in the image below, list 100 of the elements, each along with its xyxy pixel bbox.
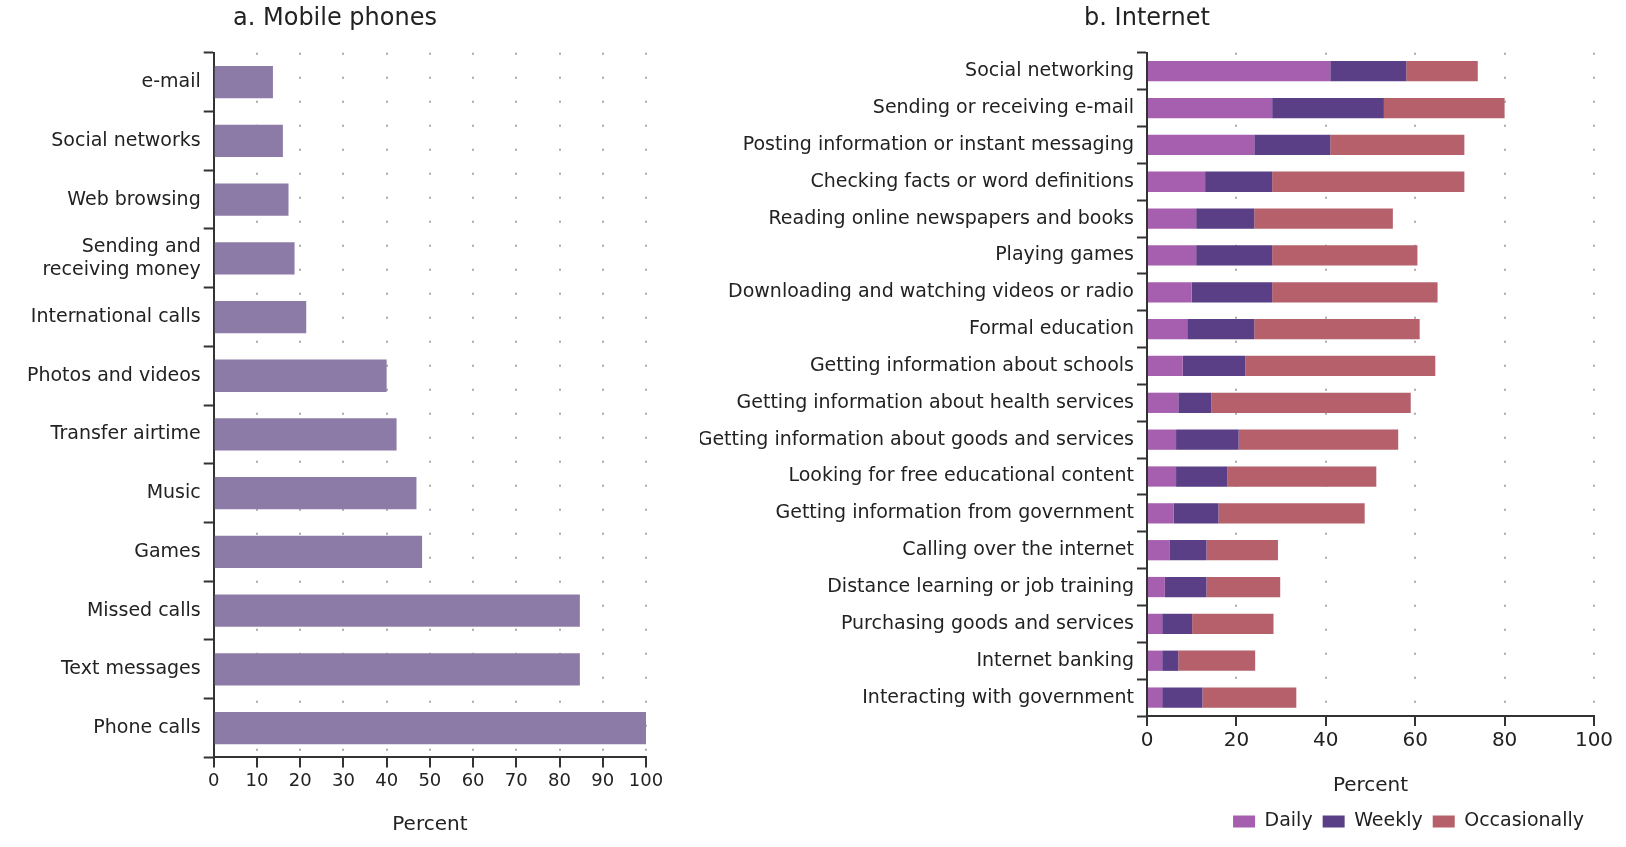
y-tick-label: Transfer airtime [49, 421, 201, 444]
bar [1245, 355, 1436, 377]
bar [1148, 134, 1255, 156]
x-tick-label: 30 [331, 768, 355, 790]
bar [1162, 687, 1203, 708]
bar [1148, 613, 1163, 635]
y-tick-label: Photos and videos [27, 362, 201, 385]
x-tick-label: 80 [1491, 727, 1518, 752]
y-tick-label: Music [146, 480, 201, 503]
bar [1192, 613, 1274, 635]
bar [1169, 540, 1207, 561]
bar [1206, 576, 1281, 598]
bar [1148, 61, 1331, 82]
y-tick-label: e-mail [141, 69, 201, 92]
bar [1330, 134, 1465, 156]
y-tick-label: Posting information or instant messaging [742, 131, 1134, 154]
bar [1173, 503, 1219, 524]
bar [1330, 61, 1407, 82]
bar [1148, 650, 1163, 671]
bar [1176, 466, 1228, 487]
bar [1383, 97, 1505, 119]
bar [1187, 319, 1255, 340]
bar [1196, 208, 1255, 229]
bar [1162, 613, 1193, 635]
y-tick-label: Phone calls [93, 714, 201, 737]
legend-label: Daily [1264, 808, 1313, 831]
legend-label: Occasionally [1464, 808, 1584, 831]
bar [1182, 355, 1246, 377]
bar [1211, 392, 1411, 413]
bar [214, 66, 273, 99]
bar [214, 300, 307, 334]
x-tick-label: 20 [288, 768, 312, 790]
bar [214, 124, 283, 158]
x-tick-label: 0 [1140, 727, 1154, 752]
x-tick-label: 70 [504, 768, 528, 790]
y-tick-label: Playing games [995, 242, 1134, 265]
bar [1148, 171, 1206, 192]
x-tick-label: 60 [461, 768, 485, 790]
y-tick-label: Interacting with government [862, 684, 1134, 707]
bar [1218, 503, 1365, 524]
bar [214, 183, 289, 216]
bar [1254, 208, 1393, 229]
bar [1148, 503, 1174, 524]
bar [1148, 319, 1188, 340]
x-tick-label: 40 [1313, 727, 1339, 752]
y-tick-label: Internet banking [976, 647, 1134, 670]
bar [1176, 429, 1239, 450]
chart-title: b. Internet [1084, 2, 1210, 31]
y-tick-label: Social networking [965, 58, 1134, 81]
y-tick-label: Web browsing [67, 186, 201, 209]
x-tick-label: 40 [375, 768, 399, 790]
bar [1148, 466, 1177, 487]
x-tick-label: 100 [628, 768, 664, 790]
bar [1148, 392, 1179, 413]
bar [214, 477, 417, 510]
x-axis-title: Percent [1332, 772, 1409, 797]
chart-title: a. Mobile phones [233, 2, 437, 31]
y-tick-label: Reading online newspapers and books [768, 205, 1134, 228]
bar [1148, 687, 1163, 708]
bar [1272, 245, 1418, 266]
bar [1272, 171, 1465, 192]
bar [1162, 650, 1179, 671]
y-tick-label: Sending and receiving money [42, 233, 201, 279]
bar [1148, 429, 1177, 450]
y-tick-label: International calls [30, 303, 201, 326]
bar [1254, 319, 1420, 340]
y-tick-label: Getting information about health services [736, 389, 1134, 412]
bar [214, 418, 397, 451]
y-tick-label: Games [134, 538, 201, 561]
legend-label: Weekly [1354, 808, 1423, 831]
y-tick-label: Sending or receiving e-mail [872, 95, 1134, 117]
y-tick-label: Getting information from government [775, 500, 1134, 523]
x-tick-label: 0 [207, 768, 220, 790]
bar [1148, 282, 1192, 303]
bar [1148, 208, 1197, 229]
y-tick-label: Purchasing goods and services [840, 610, 1134, 633]
x-tick-label: 90 [591, 768, 615, 790]
x-tick-label: 60 [1402, 727, 1428, 752]
x-tick-label: 100 [1574, 727, 1614, 752]
bar [1202, 687, 1297, 708]
bar [1148, 245, 1197, 266]
bar [214, 535, 423, 569]
bar [1178, 392, 1212, 413]
bar [1238, 429, 1399, 450]
y-tick-label: Looking for free educational content [788, 463, 1134, 486]
bar [1178, 650, 1256, 671]
y-tick-label: Getting information about schools [809, 352, 1134, 375]
bar [1272, 97, 1384, 119]
bar [1254, 134, 1331, 156]
bar [1206, 540, 1278, 561]
bar [1148, 97, 1273, 119]
bar [214, 594, 580, 627]
bar [1164, 576, 1207, 598]
x-tick-label: 10 [245, 768, 269, 790]
bar [214, 359, 387, 392]
bar [1148, 576, 1165, 598]
x-tick-label: 80 [548, 768, 571, 790]
y-tick-label: Calling over the internet [902, 537, 1134, 560]
y-tick-label: Checking facts or word definitions [810, 168, 1134, 191]
y-tick-label: Distance learning or job training [827, 573, 1134, 596]
